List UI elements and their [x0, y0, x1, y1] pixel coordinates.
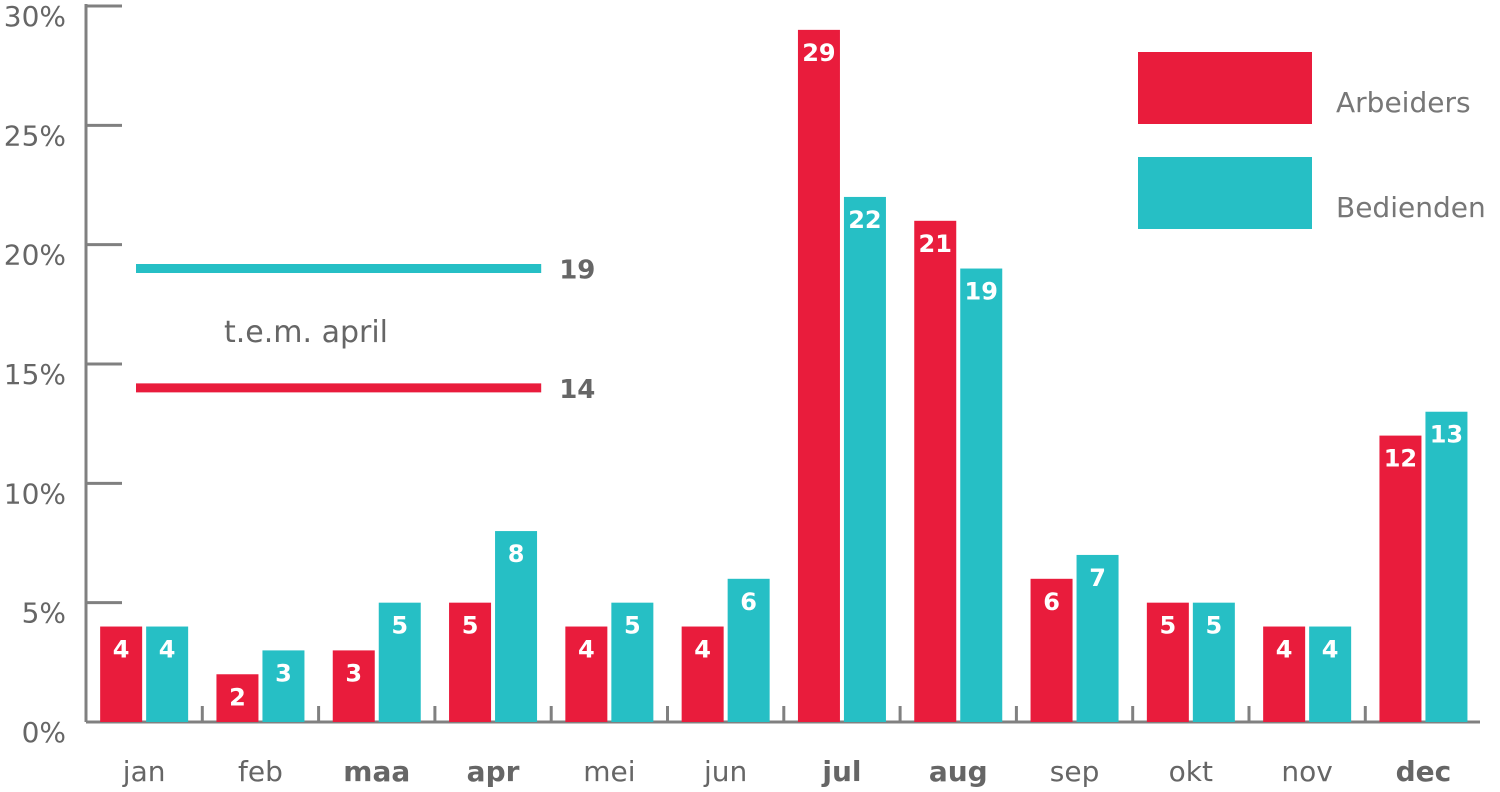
y-tick-label: 25% — [4, 119, 66, 152]
bar-bedienden-apr — [495, 531, 538, 722]
reference-lines: t.e.m. april 19 14 — [136, 256, 595, 405]
x-tick-label: jan — [122, 755, 166, 788]
data-label: 29 — [802, 39, 835, 67]
legend-swatch-arbeiders — [1138, 52, 1312, 124]
bar-arbeiders-apr — [449, 602, 492, 722]
value-labels: 4 4 2 3 3 5 5 8 4 5 4 6 29 22 21 19 6 7 5 5 4 4 12 13 — [113, 39, 1463, 711]
data-label: 5 — [624, 612, 641, 640]
y-tick-label: 0% — [22, 716, 66, 749]
x-tick-label: feb — [238, 755, 283, 788]
x-tick-label: sep — [1050, 755, 1100, 788]
y-tick-label: 30% — [4, 0, 66, 33]
data-label: 12 — [1384, 445, 1417, 473]
reference-value-label: 14 — [559, 375, 595, 405]
data-label: 4 — [694, 636, 711, 664]
bar-arbeiders-mei — [565, 626, 608, 722]
bar-arbeiders-jul — [797, 29, 840, 723]
x-tick-label: okt — [1169, 755, 1213, 788]
bar-arbeiders-feb — [216, 674, 259, 722]
reference-value-label: 19 — [559, 256, 595, 286]
axes — [84, 4, 1480, 724]
bar-arbeiders-nov — [1263, 626, 1306, 722]
bar-arbeiders-sep — [1030, 578, 1073, 722]
data-label: 4 — [159, 636, 176, 664]
x-tick-label: aug — [929, 755, 988, 788]
bar-bedienden-jun — [727, 578, 770, 722]
data-label: 3 — [275, 659, 292, 687]
bar-arbeiders-dec — [1379, 435, 1422, 722]
bar-arbeiders-maa — [332, 650, 375, 722]
reference-caption: t.e.m. april — [224, 315, 388, 350]
data-label: 5 — [1159, 612, 1176, 640]
x-tick-label: dec — [1396, 755, 1452, 788]
bar-bedienden-sep — [1076, 554, 1119, 722]
bar-arbeiders-aug — [914, 220, 957, 723]
bar-bedienden-okt — [1192, 602, 1235, 722]
data-label: 4 — [1322, 636, 1339, 664]
data-label: 21 — [919, 230, 952, 258]
bars — [100, 29, 1468, 723]
bar-arbeiders-jan — [100, 626, 143, 722]
data-label: 19 — [965, 278, 998, 306]
data-label: 22 — [848, 206, 881, 234]
data-label: 6 — [1043, 588, 1060, 616]
bar-bedienden-aug — [960, 268, 1003, 722]
legend-swatch-bedienden — [1138, 157, 1312, 229]
x-tick-label: nov — [1281, 755, 1332, 788]
x-tick-label: jul — [821, 755, 861, 788]
data-label: 5 — [462, 612, 479, 640]
data-label: 5 — [391, 612, 408, 640]
bar-bedienden-dec — [1425, 411, 1468, 722]
data-label: 4 — [113, 636, 130, 664]
y-tick-labels: 0% 5% 10% 15% 20% 25% 30% — [4, 0, 66, 749]
data-label: 4 — [578, 636, 595, 664]
data-label: 6 — [740, 588, 757, 616]
bar-bedienden-jan — [146, 626, 189, 722]
data-label: 8 — [508, 540, 525, 568]
bar-bedienden-feb — [262, 650, 305, 722]
x-tick-labels: jan feb maa apr mei jun jul aug sep okt nov dec — [122, 755, 1451, 788]
bar-bedienden-mei — [611, 602, 654, 722]
y-tick-label: 20% — [4, 239, 66, 272]
y-tick-label: 10% — [4, 477, 66, 510]
x-tick-label: mei — [583, 755, 635, 788]
x-tick-label: apr — [467, 755, 520, 788]
bar-bedienden-jul — [843, 196, 886, 722]
bar-arbeiders-jun — [681, 626, 724, 722]
bar-bedienden-nov — [1309, 626, 1352, 722]
legend: Arbeiders Bedienden — [1138, 52, 1486, 229]
x-tick-label: jun — [703, 755, 747, 788]
data-label: 13 — [1430, 421, 1463, 449]
data-label: 2 — [229, 683, 246, 711]
bar-arbeiders-okt — [1146, 602, 1189, 722]
data-label: 4 — [1276, 636, 1293, 664]
y-tick-label: 15% — [4, 358, 66, 391]
data-label: 5 — [1205, 612, 1222, 640]
x-tick-label: maa — [343, 755, 410, 788]
y-tick-label: 5% — [22, 597, 66, 630]
bar-bedienden-maa — [378, 602, 421, 722]
data-label: 3 — [345, 659, 362, 687]
data-label: 7 — [1089, 564, 1106, 592]
legend-label-arbeiders: Arbeiders — [1336, 86, 1471, 119]
legend-label-bedienden: Bedienden — [1336, 191, 1486, 224]
